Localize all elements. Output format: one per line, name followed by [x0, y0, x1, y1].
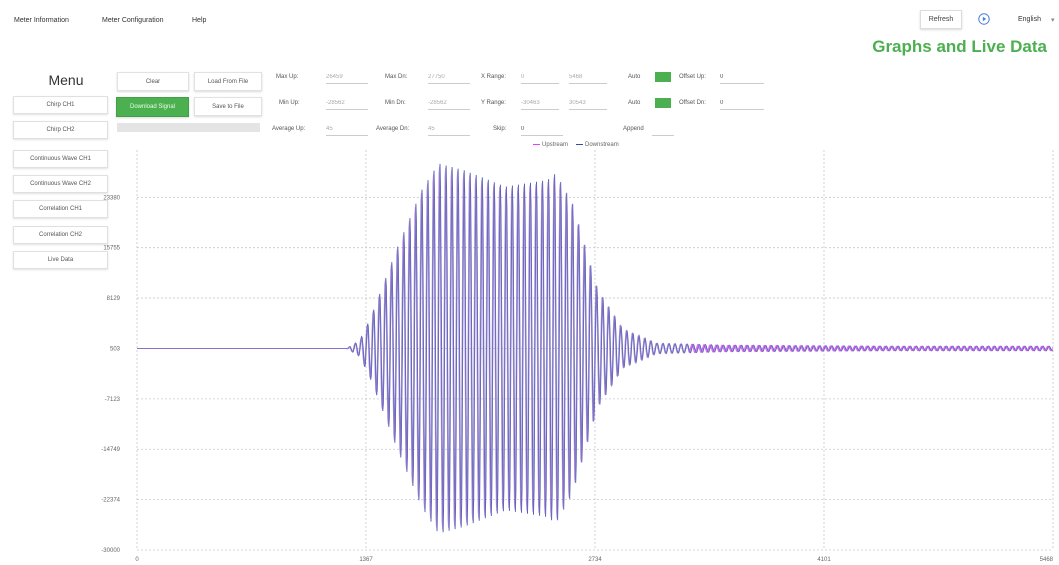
min-up-label: Min Up: — [279, 100, 300, 106]
x-tick-label: 4101 — [817, 557, 831, 563]
sidebar-item-correlation-ch2[interactable]: Correlation CH2 — [13, 226, 108, 244]
download-signal-button[interactable]: Download Signal — [116, 97, 189, 117]
legend-upstream-swatch — [533, 143, 540, 145]
offset-up-field[interactable] — [720, 71, 764, 84]
y-tick-label: -14749 — [101, 447, 120, 453]
offset-dn-field[interactable] — [720, 97, 764, 110]
download-progress-bar — [117, 123, 260, 132]
x-tick-label: 0 — [135, 557, 139, 563]
auto-y-checkbox[interactable] — [655, 98, 671, 108]
menu-help[interactable]: Help — [192, 17, 207, 24]
max-dn-label: Max Dn: — [385, 74, 408, 80]
auto-x-label: Auto — [628, 74, 641, 80]
refresh-button[interactable]: Refresh — [920, 10, 962, 29]
average-dn-label: Average Dn: — [376, 126, 410, 132]
upstream-tail-line — [689, 343, 1054, 354]
save-to-file-button[interactable]: Save to File — [194, 97, 262, 116]
skip-label: Skip: — [493, 126, 507, 132]
legend-downstream-label: Downstream — [585, 142, 619, 148]
max-up-field[interactable] — [326, 71, 368, 84]
y-tick-label: 15755 — [103, 246, 120, 252]
append-label: Append — [623, 126, 644, 132]
average-dn-field[interactable] — [428, 123, 470, 136]
max-dn-field[interactable] — [428, 71, 470, 84]
offset-dn-label: Offset Dn: — [679, 100, 706, 106]
menu-meter-configuration[interactable]: Meter Configuration — [102, 17, 164, 24]
sidebar-item-label: Live Data — [47, 257, 74, 263]
average-up-field[interactable] — [326, 123, 368, 136]
menu-meter-information[interactable]: Meter Information — [14, 17, 69, 24]
sidebar-title: Menu — [48, 72, 84, 88]
legend-downstream: Downstream — [576, 142, 619, 148]
auto-y-label: Auto — [628, 100, 641, 106]
y-range-max-field[interactable] — [569, 97, 607, 110]
x-tick-label: 5468 — [1040, 557, 1054, 563]
legend-upstream-label: Upstream — [542, 142, 569, 148]
download-label: Download Signal — [129, 104, 176, 110]
legend-downstream-swatch — [576, 143, 584, 145]
sidebar-item-label: Chirp CH2 — [46, 127, 75, 133]
y-range-min-field[interactable] — [521, 97, 559, 110]
x-range-min-field[interactable] — [521, 71, 559, 84]
y-tick-label: -22374 — [101, 498, 120, 504]
sidebar-item-label: Correlation CH2 — [38, 232, 83, 238]
chart-legend: Upstream Downstream — [533, 142, 619, 148]
y-range-label: Y Range: — [481, 100, 506, 106]
clear-button[interactable]: Clear — [117, 72, 189, 91]
x-tick-label: 1367 — [359, 557, 373, 563]
x-range-max-field[interactable] — [569, 71, 607, 84]
y-tick-label: 23380 — [103, 195, 120, 201]
chevron-down-icon[interactable]: ▾ — [1051, 17, 1055, 24]
append-field[interactable] — [652, 123, 674, 136]
language-select[interactable]: English — [1018, 16, 1041, 23]
offset-up-label: Offset Up: — [679, 74, 706, 80]
x-tick-label: 2734 — [588, 557, 602, 563]
y-tick-label: -7123 — [105, 397, 121, 403]
min-dn-field[interactable] — [428, 97, 470, 110]
skip-field[interactable] — [521, 123, 563, 136]
sidebar-item-label: Continuous Wave CH2 — [30, 181, 91, 187]
play-icon[interactable] — [978, 12, 990, 25]
load-from-file-button[interactable]: Load From File — [194, 72, 262, 91]
clear-label: Clear — [145, 78, 161, 85]
average-up-label: Average Up: — [272, 126, 306, 132]
sidebar-item-label: Correlation CH1 — [38, 206, 83, 212]
sidebar-item-correlation-ch1[interactable]: Correlation CH1 — [13, 200, 108, 218]
min-up-field[interactable] — [326, 97, 368, 110]
upstream-series-line — [137, 166, 1054, 530]
page-title: Graphs and Live Data — [872, 37, 1047, 56]
sidebar-item-live-data[interactable]: Live Data — [13, 251, 108, 269]
refresh-label: Refresh — [928, 16, 954, 23]
max-up-label: Max Up: — [276, 74, 299, 80]
save-label: Save to File — [212, 103, 244, 110]
y-tick-label: -30000 — [101, 548, 120, 554]
sidebar-item-chirp-ch2[interactable]: Chirp CH2 — [13, 121, 108, 139]
min-dn-label: Min Dn: — [385, 100, 406, 106]
sidebar-item-continuous-wave-ch2[interactable]: Continuous Wave CH2 — [13, 175, 108, 193]
sidebar-item-label: Continuous Wave CH1 — [30, 156, 91, 162]
y-tick-label: 503 — [110, 346, 121, 352]
y-tick-label: 8129 — [107, 296, 121, 302]
sidebar-item-chirp-ch1[interactable]: Chirp CH1 — [13, 96, 108, 114]
sidebar-item-label: Chirp CH1 — [46, 102, 75, 108]
auto-x-checkbox[interactable] — [655, 72, 671, 82]
x-range-label: X Range: — [481, 74, 507, 80]
legend-upstream: Upstream — [533, 142, 568, 148]
sidebar-item-continuous-wave-ch1[interactable]: Continuous Wave CH1 — [13, 150, 108, 168]
load-label: Load From File — [207, 78, 249, 85]
